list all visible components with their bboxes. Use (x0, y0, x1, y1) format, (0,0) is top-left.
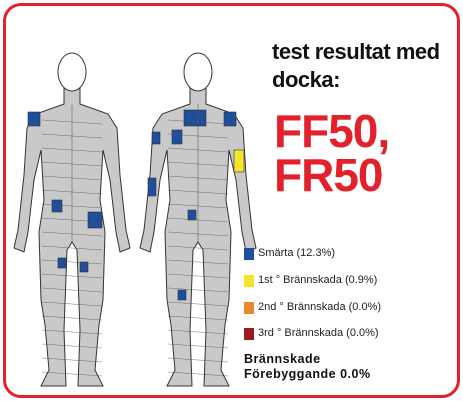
region (88, 212, 102, 228)
figure (14, 53, 130, 386)
footer-line: Brännskade (244, 352, 321, 367)
region (28, 112, 40, 126)
legend-label: Smärta (12.3%) (258, 247, 335, 259)
region (178, 290, 186, 300)
head (58, 53, 86, 91)
legend-swatch (244, 328, 254, 340)
region (172, 130, 182, 144)
title: test resultat med docka: (272, 38, 457, 94)
region (80, 262, 88, 272)
region (188, 210, 196, 220)
code: FF50, (274, 108, 389, 154)
page: test resultat med docka: FF50, FR50 Smär… (0, 0, 463, 401)
region (52, 200, 62, 212)
figure (140, 53, 256, 386)
legend-swatch (244, 302, 254, 314)
legend-swatch (244, 248, 254, 260)
head (184, 53, 212, 91)
region (152, 132, 160, 144)
legend-label: 3rd ° Brännskada (0.0%) (258, 327, 379, 339)
legend-swatch (244, 275, 254, 287)
region (184, 110, 206, 126)
region (234, 150, 244, 172)
region (58, 258, 66, 268)
footer-line: Förebyggande 0.0% (244, 367, 371, 382)
legend-label: 2nd ° Brännskada (0.0%) (258, 301, 381, 313)
code: FR50 (274, 152, 382, 198)
region (148, 178, 156, 196)
legend-label: 1st ° Brännskada (0.9%) (258, 274, 377, 286)
figures (14, 53, 256, 386)
